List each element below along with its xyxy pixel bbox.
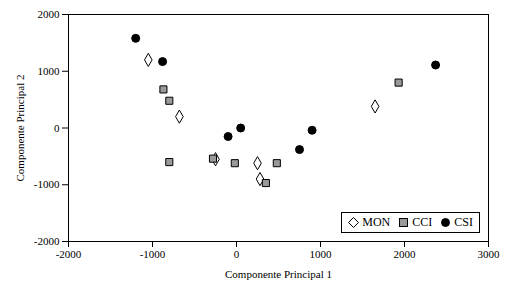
svg-text:-2000: -2000 <box>56 248 82 260</box>
svg-text:2000: 2000 <box>394 248 417 260</box>
html-text:CSI: CSI <box>454 215 473 229</box>
svg-text:-1000: -1000 <box>34 178 60 190</box>
html-text:CCI: CCI <box>412 215 433 229</box>
html-text:MON: MON <box>362 215 391 229</box>
svg-text:-1000: -1000 <box>140 248 166 260</box>
svg-text:-2000: -2000 <box>34 235 60 247</box>
svg-text:1000: 1000 <box>310 248 333 260</box>
svg-text:Componente Principal 1: Componente Principal 1 <box>225 268 332 280</box>
svg-text:Componente Principal 2: Componente Principal 2 <box>14 75 26 182</box>
svg-text:2000: 2000 <box>38 8 61 20</box>
svg-text:1000: 1000 <box>38 65 61 77</box>
svg-text:0: 0 <box>234 248 240 260</box>
svg-text:3000: 3000 <box>478 248 501 260</box>
svg-text:0: 0 <box>54 122 60 134</box>
